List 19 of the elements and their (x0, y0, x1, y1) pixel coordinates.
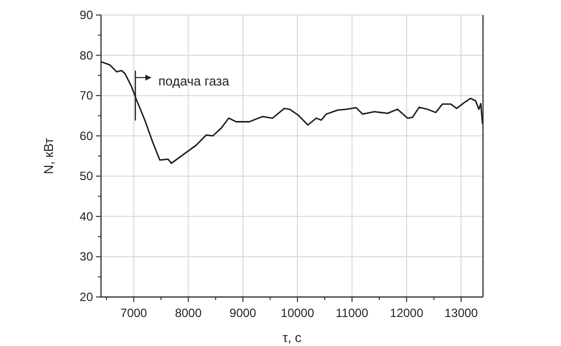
x-tick-label: 7000 (120, 306, 148, 320)
annotation: подача газа (158, 74, 230, 89)
x-tick-label: 10000 (280, 306, 314, 320)
y-tick-label: 20 (80, 290, 94, 304)
y-tick-label: 30 (80, 250, 94, 264)
x-axis-title: τ, с (282, 330, 302, 345)
x-tick-label: 9000 (230, 306, 257, 320)
y-axis-title: N, кВт (41, 138, 56, 174)
x-tick-label: 12000 (390, 306, 424, 320)
y-tick-label: 70 (80, 88, 94, 103)
y-tick-label: 80 (80, 48, 94, 62)
y-tick-label: 60 (80, 128, 94, 143)
y-tick-label: 40 (80, 209, 94, 224)
x-tick-label: 8000 (174, 306, 202, 320)
y-tick-label: 90 (80, 8, 94, 22)
x-tick-label: 13000 (444, 306, 478, 320)
x-tick-label: 11000 (336, 306, 369, 320)
y-tick-label: 50 (80, 169, 94, 184)
line-series (100, 61, 484, 164)
